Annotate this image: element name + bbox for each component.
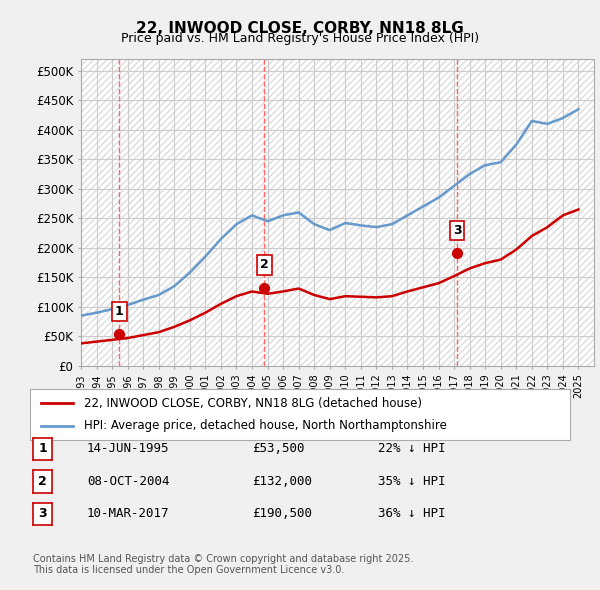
Text: £132,000: £132,000: [252, 475, 312, 488]
Text: 3: 3: [38, 507, 47, 520]
Text: £190,500: £190,500: [252, 507, 312, 520]
Text: 2: 2: [38, 475, 47, 488]
Text: 3: 3: [453, 224, 461, 237]
Text: HPI: Average price, detached house, North Northamptonshire: HPI: Average price, detached house, Nort…: [84, 419, 447, 432]
Text: 22, INWOOD CLOSE, CORBY, NN18 8LG: 22, INWOOD CLOSE, CORBY, NN18 8LG: [136, 21, 464, 35]
Text: 1: 1: [38, 442, 47, 455]
Text: 08-OCT-2004: 08-OCT-2004: [87, 475, 170, 488]
Text: £53,500: £53,500: [252, 442, 305, 455]
Text: 36% ↓ HPI: 36% ↓ HPI: [378, 507, 445, 520]
Text: 35% ↓ HPI: 35% ↓ HPI: [378, 475, 445, 488]
Text: 10-MAR-2017: 10-MAR-2017: [87, 507, 170, 520]
Text: 1: 1: [115, 304, 124, 318]
Text: Contains HM Land Registry data © Crown copyright and database right 2025.
This d: Contains HM Land Registry data © Crown c…: [33, 553, 413, 575]
Text: Price paid vs. HM Land Registry's House Price Index (HPI): Price paid vs. HM Land Registry's House …: [121, 32, 479, 45]
Text: 2: 2: [260, 258, 269, 271]
Text: 22% ↓ HPI: 22% ↓ HPI: [378, 442, 445, 455]
Text: 14-JUN-1995: 14-JUN-1995: [87, 442, 170, 455]
Text: 22, INWOOD CLOSE, CORBY, NN18 8LG (detached house): 22, INWOOD CLOSE, CORBY, NN18 8LG (detac…: [84, 397, 422, 410]
